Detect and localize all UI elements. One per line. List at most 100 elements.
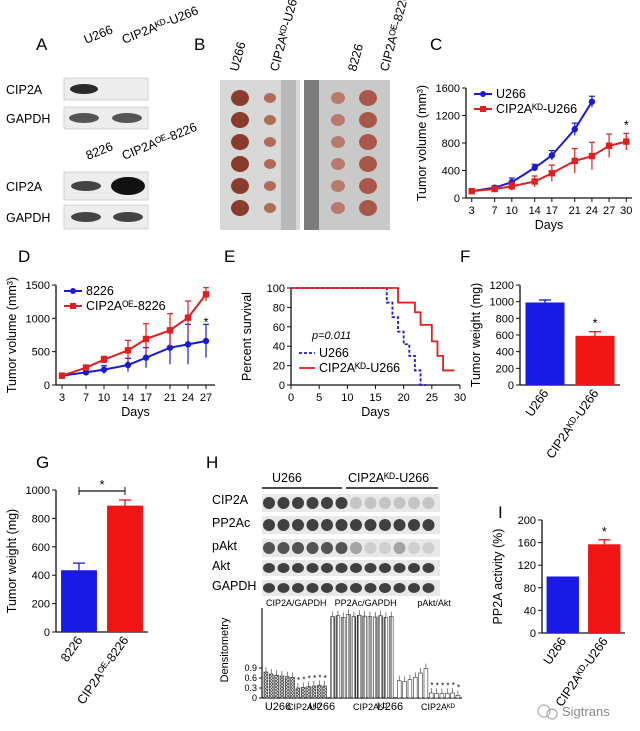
densitometry-bar	[295, 687, 301, 699]
y-tick-label: 0	[508, 380, 514, 392]
x-axis-label: Days	[535, 218, 563, 232]
blot-row-label: CIP2A	[6, 180, 43, 194]
data-point	[166, 327, 174, 334]
blot-band	[379, 583, 391, 593]
blot-strip	[262, 539, 440, 557]
significance-star: *	[204, 315, 209, 329]
blot-band	[379, 519, 391, 531]
x-tick-label: 10	[98, 392, 110, 404]
significance-star: *	[624, 118, 629, 132]
tumor	[231, 200, 249, 216]
significance-star: *	[100, 478, 105, 492]
tumor	[264, 93, 276, 103]
x-tick-label: 5	[316, 392, 322, 404]
densitometry-bar	[418, 672, 423, 699]
blot-band	[350, 542, 362, 554]
data-point	[58, 372, 66, 379]
densitometry-bar	[330, 616, 335, 699]
blot-col-label: CIP2Aᴷᴰ-U266	[120, 3, 200, 46]
y-tick-label: 600	[32, 542, 50, 554]
y-tick-label: 0	[252, 693, 257, 703]
blot-band	[292, 583, 304, 593]
tumor-col-label: U266	[227, 40, 248, 73]
x-tick-label: 0	[288, 392, 294, 404]
y-tick-label: 80	[273, 302, 285, 314]
y-tick-label: 0	[279, 380, 285, 392]
y-tick-label: 1200	[436, 111, 460, 123]
significance-star: *	[457, 683, 460, 692]
y-tick-label: 0	[44, 627, 50, 639]
densitometry-bar	[439, 693, 445, 699]
y-tick-label: 0.6	[244, 673, 257, 683]
data-point	[142, 335, 150, 343]
densitometry-bar	[269, 673, 274, 699]
x-tick-label: 7	[83, 392, 89, 404]
panel-letter-a: A	[36, 35, 48, 54]
x-tick-label: 20	[398, 392, 410, 404]
ruler-left	[281, 80, 296, 230]
blot-band	[263, 542, 275, 554]
legend-marker	[70, 288, 76, 294]
densitometry-bar	[445, 693, 450, 699]
blot-band	[263, 519, 275, 531]
blot-band	[364, 563, 377, 573]
legend-label: CIP2Aᴷᴰ-U266	[319, 361, 400, 375]
blot-band	[364, 542, 377, 554]
tumor-col-label: CIP2Aᴷᴰ-U266	[267, 0, 302, 73]
y-tick-label: 600	[496, 330, 514, 342]
legend-marker	[480, 91, 486, 97]
chart-c: 0 400 800 1200 1600 3 7 10 14 17 21 24 27 30 Days Tumor…	[415, 83, 632, 232]
blot-band	[277, 542, 290, 554]
densitometry-bar	[335, 615, 341, 699]
x-tick-label: 10	[506, 205, 518, 217]
watermark: Sigtrans	[537, 704, 610, 720]
y-tick-label: 20	[273, 361, 285, 373]
significance-star: *	[302, 675, 305, 684]
tumor	[359, 134, 377, 150]
x-tick-label: 17	[140, 392, 152, 404]
wechat-icon	[537, 704, 551, 718]
bar	[107, 505, 143, 632]
data-point	[531, 164, 538, 171]
densitometry-bar	[317, 685, 322, 699]
densitometry-bar	[429, 692, 434, 699]
y-tick-label: 40	[524, 605, 536, 617]
data-point	[508, 183, 515, 190]
blot-band	[306, 519, 319, 531]
blot-row-label: GAPDH	[6, 112, 50, 126]
x-tick-label: 3	[469, 205, 475, 217]
blot-band	[321, 519, 333, 531]
blot-band	[335, 542, 348, 554]
watermark-text: Sigtrans	[562, 704, 610, 719]
y-tick-label: 800	[442, 138, 460, 150]
panel-letter-b: B	[194, 35, 205, 54]
tumor-col-label: CIP2Aᴼᴱ-8226	[377, 0, 411, 73]
category-label: U266	[541, 635, 570, 668]
subchart-title: PP2Ac/GAPDH	[335, 598, 397, 608]
densitometry-bar	[423, 668, 429, 699]
x-tick-label: 24	[182, 392, 194, 404]
densitometry-bar	[263, 671, 269, 699]
significance-star: *	[430, 681, 433, 690]
bar	[588, 544, 621, 633]
y-axis-label: Tumor weight (mg)	[469, 283, 483, 387]
blot-band	[408, 519, 420, 531]
densitometry-bar	[367, 616, 373, 699]
blot-band	[408, 563, 420, 573]
blot-band	[422, 583, 435, 593]
blot-band	[408, 583, 420, 593]
densitometry-bar	[397, 680, 402, 699]
tumor	[231, 90, 249, 106]
y-tick-label: 400	[496, 347, 514, 359]
tumor	[331, 202, 345, 214]
tumor	[331, 114, 345, 126]
x-axis-label: Days	[361, 405, 389, 419]
y-tick-label: 0	[44, 380, 50, 392]
x-tick-label: 10	[341, 392, 353, 404]
y-axis-label: Tumor weight (mg)	[5, 509, 19, 613]
blot-group-label: CIP2Aᴷᴰ-U266	[348, 471, 429, 485]
blot-band	[263, 583, 275, 593]
y-tick-label: 1600	[436, 83, 460, 95]
